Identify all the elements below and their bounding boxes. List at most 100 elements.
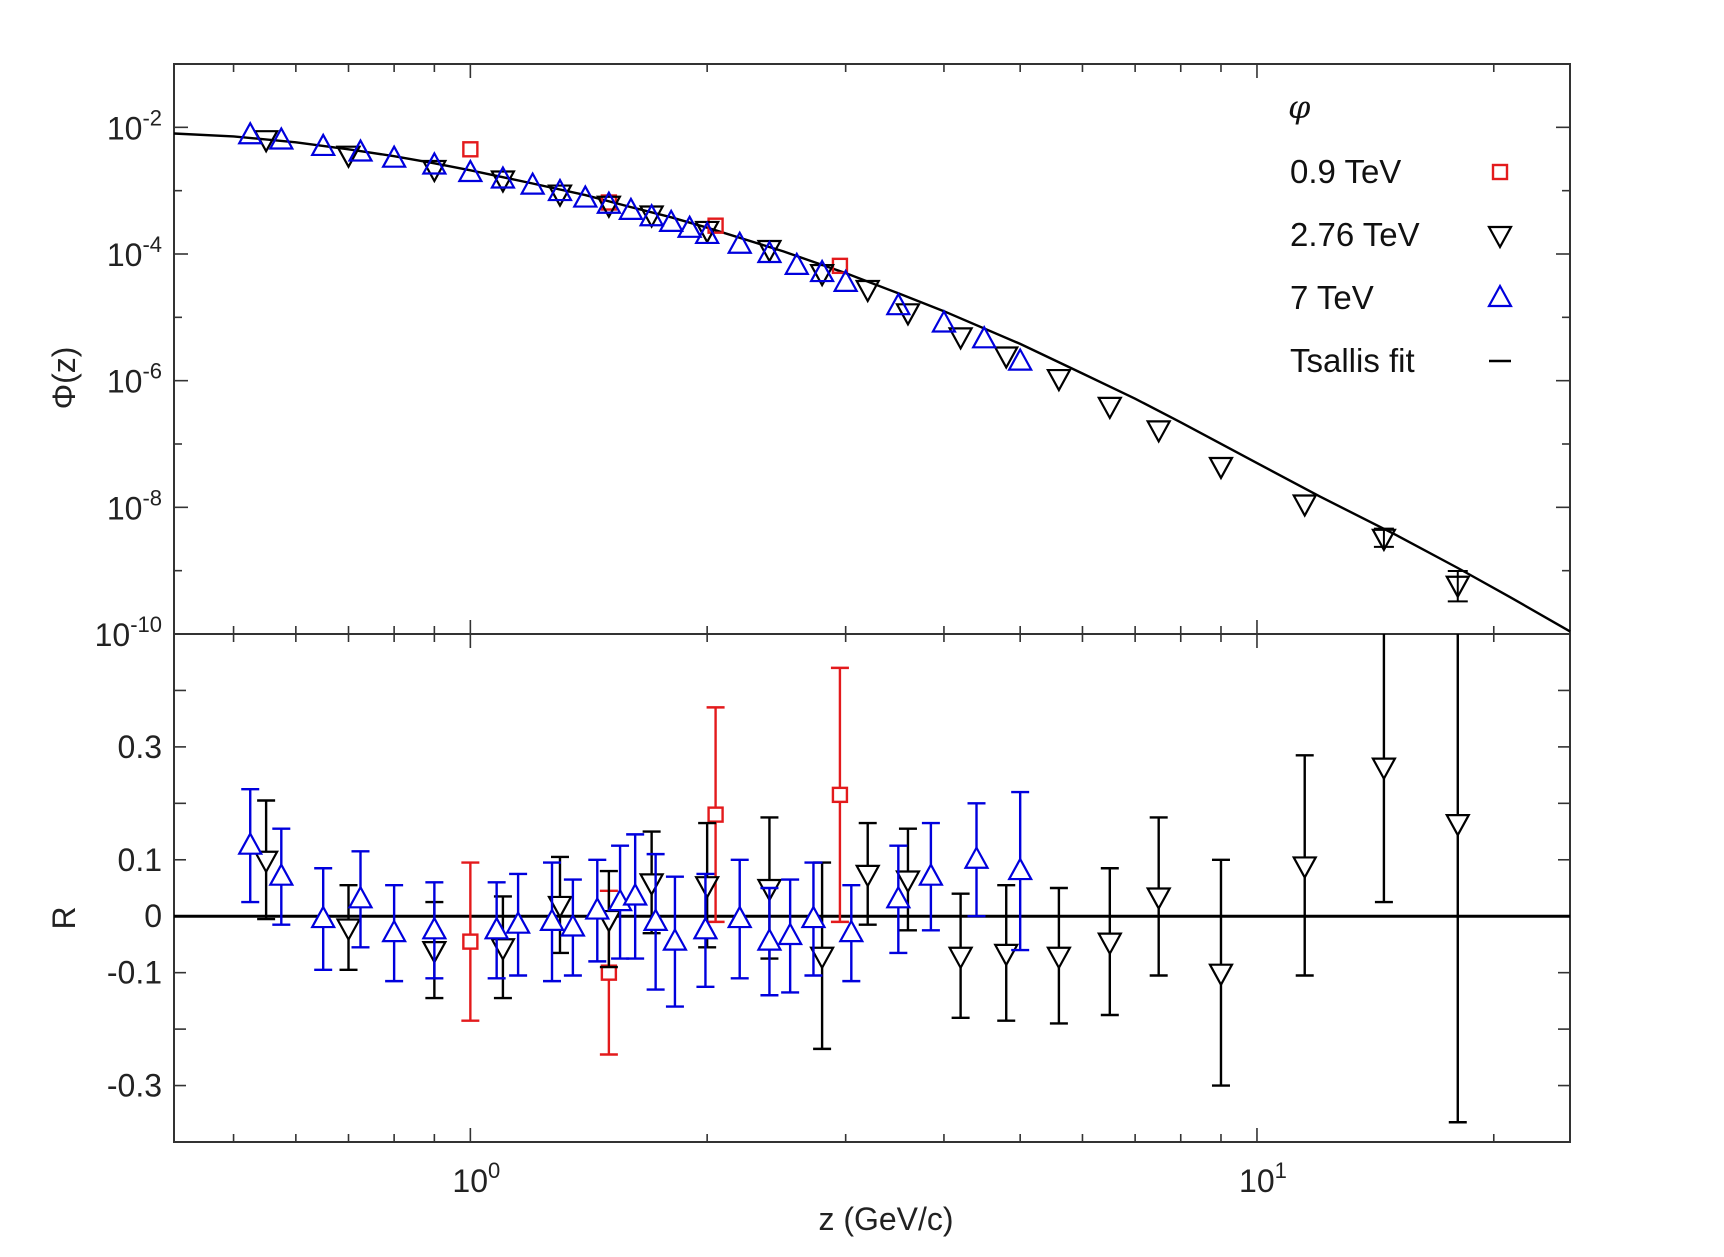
y-tick-label-top: 10-2 — [107, 105, 162, 146]
point-triangle-down — [1291, 856, 1318, 880]
point-triangle-up — [519, 171, 546, 195]
point-triangle-down — [1046, 368, 1072, 393]
legend-swatch-triangle-up — [1487, 283, 1513, 308]
point-triangle-up — [618, 196, 644, 220]
point-triangle-up — [971, 325, 998, 349]
point-triangle-up — [783, 251, 810, 275]
point-triangle-down — [1371, 757, 1397, 781]
point-triangle-up — [622, 882, 649, 906]
point-triangle-down — [1208, 963, 1234, 987]
point-triangle-up — [572, 184, 599, 208]
point-square — [462, 933, 479, 950]
point-triangle-up — [421, 916, 448, 940]
y-tick-label-bottom: 0.3 — [118, 729, 162, 765]
point-triangle-up — [483, 916, 510, 940]
point-triangle-up — [547, 177, 573, 202]
point-triangle-down — [1444, 813, 1471, 838]
point-triangle-up — [638, 202, 665, 227]
point-triangle-up — [505, 910, 531, 934]
point-triangle-up — [457, 158, 484, 183]
point-triangle-down — [596, 195, 622, 219]
point-triangle-down — [947, 946, 974, 971]
point-triangle-down — [993, 943, 1020, 968]
point-triangle-up — [676, 214, 703, 238]
x-axis-title: z (GeV/c) — [818, 1201, 953, 1237]
y-axis-title-bottom: R — [46, 906, 82, 929]
y-tick-label-top: 10-4 — [107, 232, 162, 273]
point-triangle-down — [421, 159, 448, 184]
point-triangle-up — [1007, 347, 1034, 371]
point-square — [707, 806, 724, 823]
y-tick-label-bottom: -0.1 — [107, 955, 162, 991]
point-triangle-up — [800, 904, 827, 929]
legend-label: 7 TeV — [1290, 279, 1374, 316]
point-triangle-down — [809, 263, 835, 288]
y-axis-title-top: Φ(z) — [46, 347, 82, 410]
point-triangle-down — [895, 870, 921, 894]
point-triangle-down — [1291, 494, 1318, 518]
point-triangle-up — [1007, 856, 1034, 881]
point-triangle-down — [809, 946, 835, 971]
point-triangle-up — [642, 907, 669, 931]
point-triangle-down — [1208, 456, 1234, 481]
y-tick-label-bottom: 0 — [144, 898, 162, 934]
point-triangle-up — [756, 927, 783, 951]
point-triangle-up — [268, 126, 295, 150]
legend: φ 0.9 TeV 2.76 TeV 7 TeV Tsallis fit — [1288, 88, 1513, 379]
point-triangle-up — [490, 165, 516, 189]
point-triangle-down — [490, 170, 516, 194]
point-triangle-up — [838, 918, 865, 943]
point-triangle-down — [854, 279, 881, 304]
point-triangle-up — [658, 208, 685, 232]
point-triangle-down — [335, 918, 362, 942]
point-triangle-up — [918, 862, 944, 886]
x-tick-label: 101 — [1239, 1158, 1287, 1199]
point-triangle-up — [347, 138, 374, 162]
point-triangle-down — [1096, 396, 1123, 421]
point-triangle-down — [947, 327, 974, 351]
point-triangle-down — [1096, 932, 1123, 956]
bottom-plot-frame — [173, 633, 1571, 1143]
point-triangle-up — [931, 309, 957, 333]
point-triangle-up — [381, 144, 407, 168]
point-triangle-up — [662, 927, 688, 951]
point-square — [462, 141, 479, 158]
point-triangle-down — [547, 184, 573, 208]
point-triangle-down — [547, 895, 573, 920]
point-triangle-up — [692, 916, 719, 940]
point-triangle-up — [539, 907, 565, 931]
point-triangle-up — [237, 831, 264, 855]
point-triangle-down — [335, 145, 362, 169]
point-square — [831, 786, 849, 804]
point-triangle-up — [885, 291, 912, 316]
tsallis-fit-line — [173, 132, 1571, 633]
point-triangle-up — [726, 230, 753, 254]
x-tick-label: 100 — [452, 1158, 500, 1199]
point-triangle-down — [490, 938, 516, 962]
point-triangle-down — [854, 864, 881, 889]
y-tick-label-bottom: -0.3 — [107, 1068, 162, 1104]
point-triangle-down — [253, 850, 279, 875]
point-triangle-up — [381, 918, 407, 943]
y-tick-label-bottom: 0.1 — [118, 842, 162, 878]
point-triangle-up — [777, 921, 804, 946]
legend-label: 0.9 TeV — [1290, 153, 1401, 190]
point-triangle-up — [726, 904, 753, 929]
point-triangle-down — [694, 876, 721, 900]
legend-swatch-square — [1491, 163, 1509, 181]
point-triangle-down — [1145, 420, 1172, 444]
point-triangle-up — [310, 132, 337, 157]
point-triangle-up — [237, 120, 264, 145]
legend-label: 2.76 TeV — [1290, 216, 1420, 253]
point-triangle-down — [993, 346, 1020, 370]
point-triangle-up — [809, 258, 835, 283]
point-triangle-up — [347, 885, 374, 909]
y-tick-label-top: 10-8 — [107, 485, 162, 526]
y-tick-label-top: 10-10 — [95, 612, 162, 653]
legend-label: Tsallis fit — [1290, 342, 1415, 379]
point-triangle-up — [584, 896, 611, 920]
point-triangle-up — [560, 913, 586, 937]
legend-title: φ — [1288, 88, 1311, 126]
point-triangle-up — [596, 190, 622, 214]
